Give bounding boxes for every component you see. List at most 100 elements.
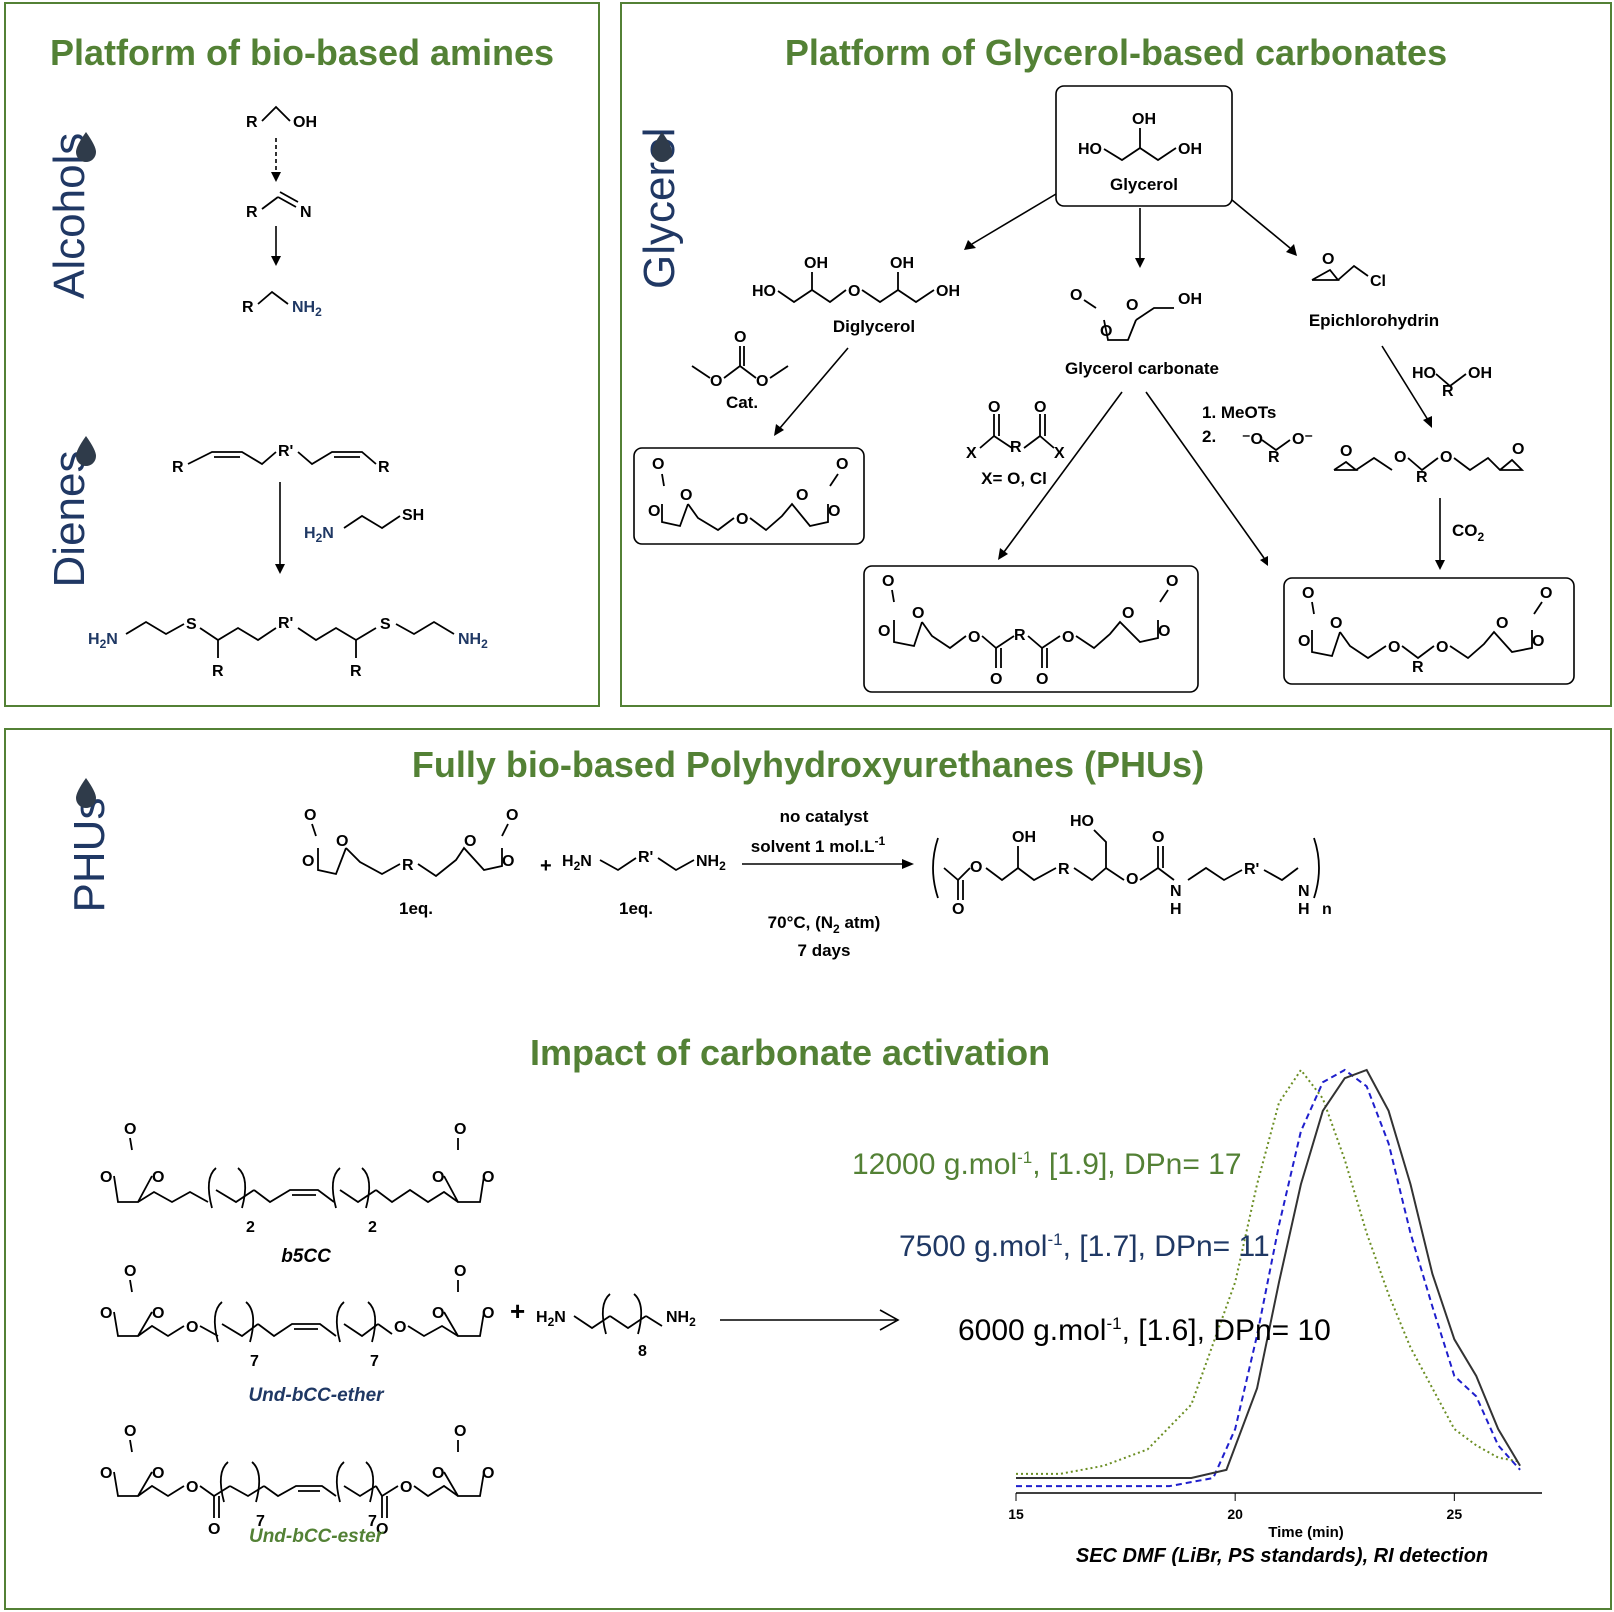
carbonate-activation-subtitle: Impact of carbonate activation xyxy=(529,1032,1051,1073)
svg-text:O: O xyxy=(1322,251,1334,268)
svg-text:2: 2 xyxy=(246,1219,255,1236)
svg-text:O: O xyxy=(124,1263,136,1280)
svg-text:R: R xyxy=(1416,469,1428,486)
svg-text:OH: OH xyxy=(936,283,960,300)
glycerol-platform-title: Platform of Glycerol-based carbonates xyxy=(784,32,1448,73)
svg-text:O: O xyxy=(848,283,860,300)
x-equals-label: X= O, Cl xyxy=(981,469,1047,488)
svg-text:7: 7 xyxy=(250,1353,259,1370)
svg-text:O: O xyxy=(1532,633,1544,650)
und-bcc-ester-structure: O O O O O 7 7 O O O xyxy=(100,1423,494,1538)
svg-text:O: O xyxy=(208,1521,220,1538)
droplet-icon xyxy=(652,132,672,162)
svg-text:O: O xyxy=(100,1305,112,1322)
svg-text:R: R xyxy=(1268,449,1280,466)
meots-step-2: 2. xyxy=(1202,427,1216,446)
svg-text:O: O xyxy=(432,1305,444,1322)
meots-step-1: 1. MeOTs xyxy=(1202,403,1276,422)
eq2-label: 1eq. xyxy=(619,899,653,918)
svg-text:O: O xyxy=(152,1305,164,1322)
svg-text:7: 7 xyxy=(256,1513,265,1530)
svg-text:O: O xyxy=(336,833,348,850)
svg-text:HO: HO xyxy=(1070,813,1094,830)
r-prime-atom: R' xyxy=(278,615,293,632)
svg-text:O: O xyxy=(100,1169,112,1186)
svg-text:O: O xyxy=(454,1121,466,1138)
b5cc-structure: O O O 2 2 O O O xyxy=(100,1121,494,1236)
result-und-ester: 6000 g.mol-1, [1.6], DPn= 10 xyxy=(958,1314,1331,1347)
glycerol-scheme: HO OH OH Glycerol HO OH O OH OH Diglycer… xyxy=(633,85,1575,693)
diamine-index: 8 xyxy=(638,1343,647,1360)
svg-text:R': R' xyxy=(1244,861,1259,878)
x-tick-label: 15 xyxy=(1008,1506,1024,1522)
phu-scheme: O O O R O O O 1eq. + H2N R' NH2 1eq. no … xyxy=(76,778,1332,1547)
chart-series-3 xyxy=(1016,1068,1521,1479)
und-bcc-ether-structure: O O O O 7 7 O O O O xyxy=(100,1263,494,1370)
svg-text:O: O xyxy=(878,623,890,640)
svg-text:O: O xyxy=(482,1169,494,1186)
svg-text:O: O xyxy=(710,373,722,390)
svg-text:O: O xyxy=(828,503,840,520)
diglycerol-label: Diglycerol xyxy=(833,317,915,336)
svg-text:O: O xyxy=(152,1465,164,1482)
r-atom: R xyxy=(246,204,258,221)
svg-text:HO: HO xyxy=(1412,365,1436,382)
glycerol-platform-panel: Platform of Glycerol-based carbonates Gl… xyxy=(620,2,1612,707)
svg-text:O: O xyxy=(482,1465,494,1482)
ester-biscarbonate-box xyxy=(863,565,1199,693)
r-prime-atom: R' xyxy=(278,443,293,460)
r-atom: R xyxy=(172,459,184,476)
und-bcc-ether-label: Und-bCC-ether xyxy=(248,1385,385,1406)
svg-text:O: O xyxy=(912,605,924,622)
svg-text:O: O xyxy=(124,1121,136,1138)
condition-solvent: solvent 1 mol.L-1 xyxy=(751,834,886,856)
r-atom: R xyxy=(212,663,224,680)
svg-text:HO: HO xyxy=(1078,141,1102,158)
diglycerol-dicarbonate-box xyxy=(633,447,865,545)
svg-text:O: O xyxy=(1036,671,1048,688)
result-und-ether: 7500 g.mol-1, [1.7], DPn= 11 xyxy=(899,1230,1270,1263)
svg-text:O: O xyxy=(796,487,808,504)
svg-text:R: R xyxy=(1010,439,1022,456)
svg-text:O: O xyxy=(756,373,768,390)
nh2-group: NH2 xyxy=(292,299,322,319)
svg-text:R: R xyxy=(1442,383,1454,400)
n-atom: N xyxy=(300,204,312,221)
cyclic-carbonate-structure: O O O O O O O xyxy=(648,456,848,532)
svg-text:O: O xyxy=(1496,615,1508,632)
repeat-n: n xyxy=(1322,901,1332,918)
svg-text:H2N: H2N xyxy=(562,853,592,873)
condition-no-catalyst: no catalyst xyxy=(780,807,869,826)
svg-text:O: O xyxy=(432,1465,444,1482)
ether-biscarbonate-box xyxy=(1283,577,1575,685)
chart-caption: SEC DMF (LiBr, PS standards), RI detecti… xyxy=(1076,1545,1488,1567)
svg-text:N: N xyxy=(1298,883,1310,900)
svg-text:O: O xyxy=(454,1263,466,1280)
svg-text:O: O xyxy=(464,833,476,850)
svg-text:O: O xyxy=(1126,871,1138,888)
r-atom: R xyxy=(378,459,390,476)
svg-text:O: O xyxy=(506,807,518,824)
amines-scheme: R OH R N R NH2 R R' R H2N SH H2N S xyxy=(76,105,488,680)
svg-text:O: O xyxy=(952,901,964,918)
h2n-group: H2N xyxy=(304,525,334,545)
svg-text:O: O xyxy=(152,1169,164,1186)
chart-series-2 xyxy=(1016,1068,1521,1488)
svg-text:7: 7 xyxy=(370,1353,379,1370)
plus-sign: + xyxy=(540,855,552,877)
svg-text:NH2: NH2 xyxy=(696,853,726,873)
svg-text:O: O xyxy=(1152,829,1164,846)
svg-text:OH: OH xyxy=(1178,141,1202,158)
svg-text:HO: HO xyxy=(752,283,776,300)
svg-text:O: O xyxy=(734,329,746,346)
und-bcc-ester-label: Und-bCC-ester xyxy=(249,1526,385,1547)
s-atom: S xyxy=(186,616,197,633)
svg-text:O: O xyxy=(502,853,514,870)
svg-text:H2N: H2N xyxy=(536,1309,566,1329)
svg-text:O: O xyxy=(1298,633,1310,650)
amines-platform-title: Platform of bio-based amines xyxy=(49,32,555,73)
phu-polymer-structure: O O OH R HO O O N H R' N H n xyxy=(932,813,1332,918)
svg-text:O: O xyxy=(652,456,664,473)
chart-series-1 xyxy=(1016,1068,1521,1475)
svg-text:O: O xyxy=(988,399,1000,416)
